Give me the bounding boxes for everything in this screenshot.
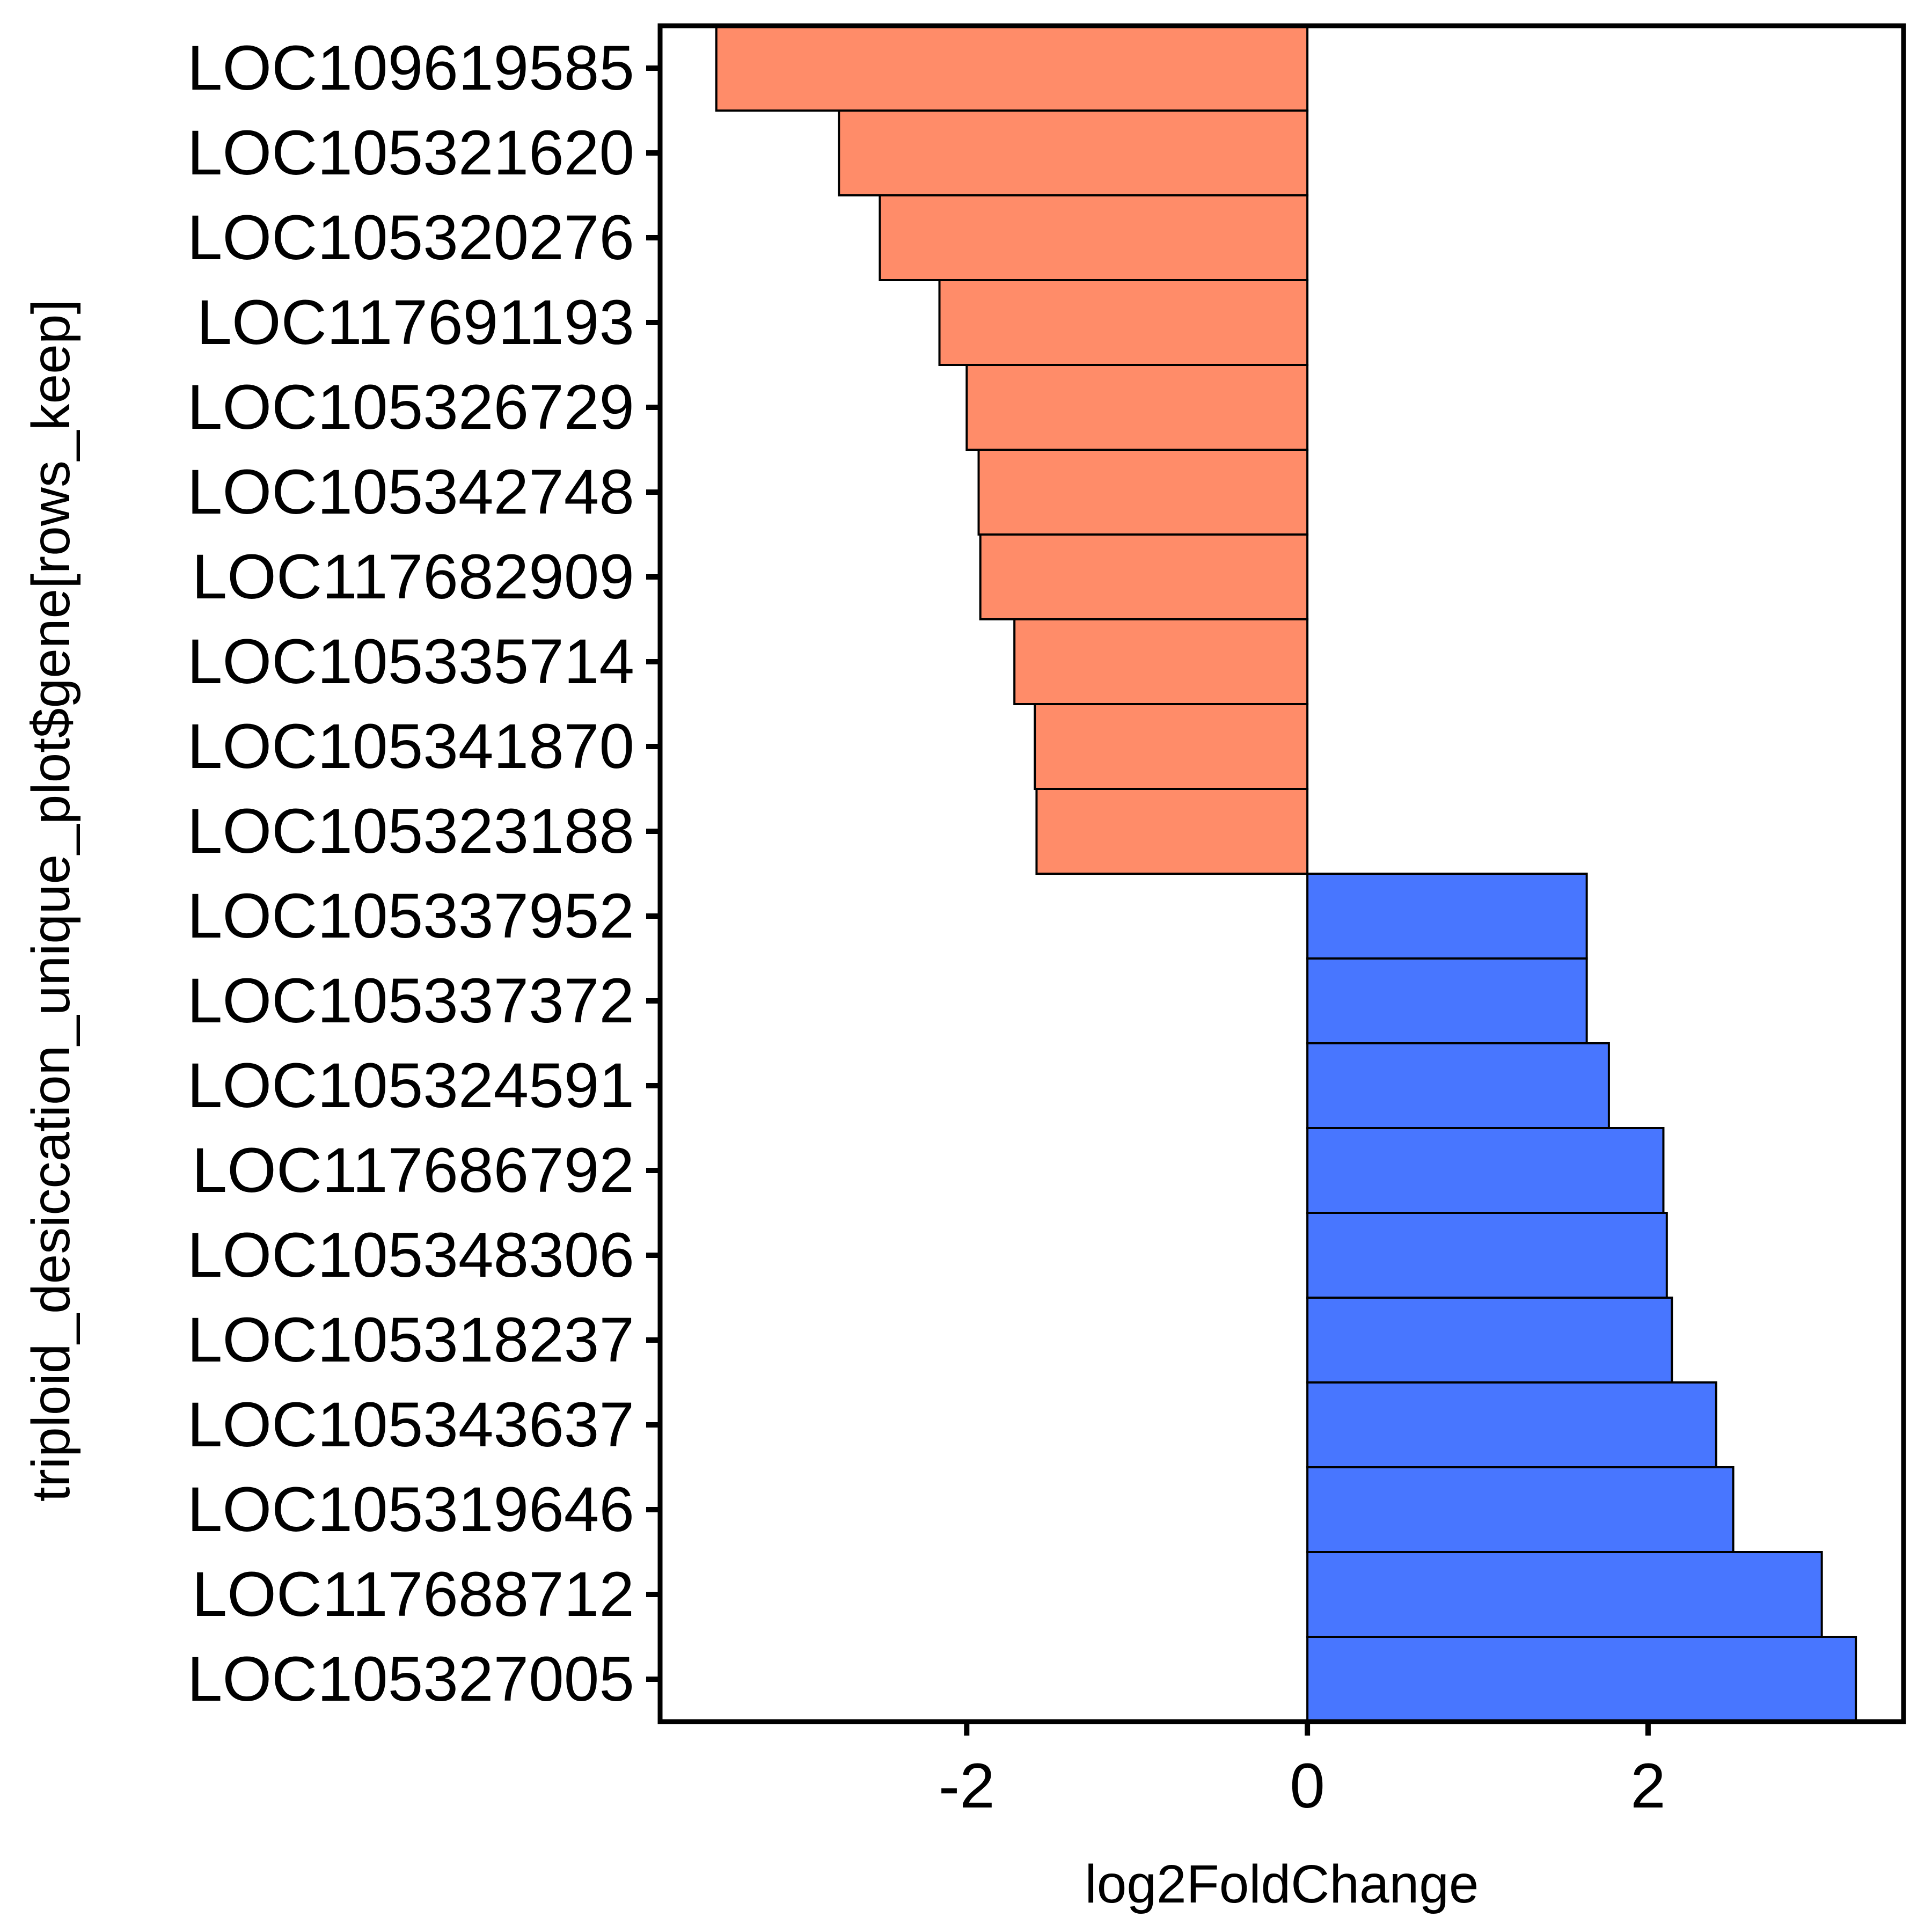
bar-LOC105342748 bbox=[977, 449, 1309, 536]
y-tick-label: LOC117682909 bbox=[192, 541, 634, 612]
x-axis-title: log2FoldChange bbox=[1085, 1854, 1479, 1914]
panel-border bbox=[657, 23, 1906, 1724]
y-tick-label: LOC105327005 bbox=[187, 1644, 634, 1715]
y-tick-label: LOC117686792 bbox=[192, 1135, 634, 1206]
bar-LOC105326729 bbox=[965, 364, 1309, 451]
y-tick-label: LOC105337372 bbox=[187, 965, 634, 1036]
bar-LOC105323188 bbox=[1035, 788, 1309, 875]
y-tick-label: LOC117691193 bbox=[196, 287, 634, 358]
bar-LOC105335714 bbox=[1013, 618, 1309, 705]
y-tick-label: LOC105343637 bbox=[187, 1389, 634, 1460]
bar-LOC105327005 bbox=[1306, 1636, 1857, 1723]
y-tick-label: LOC105342748 bbox=[187, 457, 634, 528]
y-tick-label: LOC105326729 bbox=[187, 372, 634, 443]
y-tick-label: LOC105320276 bbox=[187, 202, 634, 273]
bar-LOC105324591 bbox=[1306, 1042, 1610, 1129]
ticks-layer: LOC109619585 LOC105321620 LOC105320276 LOC1… bbox=[187, 33, 1666, 1821]
y-tick-label: LOC105323188 bbox=[187, 796, 634, 867]
bar-LOC117682909 bbox=[979, 533, 1309, 620]
y-tick-label: LOC105324591 bbox=[187, 1050, 634, 1121]
y-tick-label: LOC117688712 bbox=[192, 1559, 634, 1630]
bar-LOC105321620 bbox=[838, 109, 1309, 196]
bar-LOC105337952 bbox=[1306, 873, 1588, 960]
bar-LOC117691193 bbox=[938, 279, 1309, 366]
bar-LOC109619585 bbox=[715, 25, 1309, 112]
y-tick-label: LOC105319646 bbox=[187, 1474, 634, 1545]
bar-LOC105348306 bbox=[1306, 1212, 1668, 1299]
y-tick-label: LOC105321620 bbox=[187, 118, 634, 188]
y-tick-label: LOC105318237 bbox=[187, 1305, 634, 1375]
y-tick-label: LOC105335714 bbox=[187, 626, 634, 697]
bar-LOC105320276 bbox=[879, 194, 1309, 281]
y-tick-label: LOC105337952 bbox=[187, 881, 634, 952]
y-tick-label: LOC105341870 bbox=[187, 711, 634, 782]
y-axis-title: triploid_desiccation_unique_plot$gene[ro… bbox=[21, 299, 81, 1502]
bar-LOC105319646 bbox=[1306, 1466, 1735, 1553]
x-tick-label: 0 bbox=[1290, 1751, 1325, 1821]
bars-layer bbox=[715, 25, 1857, 1723]
bar-LOC105337372 bbox=[1306, 957, 1588, 1044]
bar-LOC105343637 bbox=[1306, 1381, 1717, 1468]
bar-LOC117686792 bbox=[1306, 1127, 1665, 1214]
bar-LOC105341870 bbox=[1034, 703, 1309, 790]
x-tick-label: 2 bbox=[1630, 1751, 1666, 1821]
x-tick-label: -2 bbox=[939, 1751, 995, 1821]
y-tick-label: LOC105348306 bbox=[187, 1220, 634, 1291]
bar-LOC105318237 bbox=[1306, 1297, 1673, 1384]
bar-LOC117688712 bbox=[1306, 1551, 1823, 1638]
y-tick-label: LOC109619585 bbox=[187, 33, 634, 104]
